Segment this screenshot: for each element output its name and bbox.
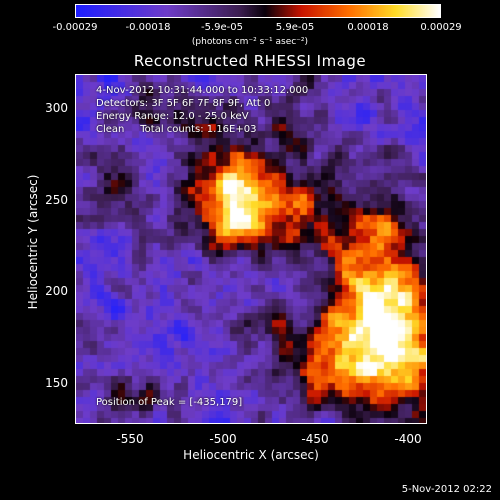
colorbar-gradient [76,5,440,17]
peak-position-label: Position of Peak = [-435,179] [96,397,243,408]
x-axis-label: Heliocentric X (arcsec) [183,448,319,462]
colorbar-tick: 0.00018 [347,22,389,33]
chart-title: Reconstructed RHESSI Image [133,52,367,70]
y-axis-label: Heliocentric Y (arcsec) [26,174,40,310]
footer-date: 5-Nov-2012 02:22 [401,484,492,495]
x-tick-label: -400 [394,432,422,446]
detectors-label: Detectors: 3F 5F 6F 7F 8F 9F, Att 0 [96,98,271,109]
y-tick-label: 300 [45,101,68,115]
colorbar-tick: -5.9e-05 [201,22,243,33]
colorbar [75,4,441,18]
x-tick-label: -450 [301,432,329,446]
colorbar-tick: -0.00018 [125,22,171,33]
energy-range-label: Energy Range: 12.0 - 25.0 keV [96,111,249,122]
colorbar-tick: 5.9e-05 [275,22,315,33]
colorbar-tick: 0.00029 [420,22,462,33]
colorbar-tick: -0.00029 [52,22,98,33]
y-tick-label: 250 [45,193,68,207]
colorbar-unit: (photons cm⁻² s⁻¹ asec⁻²) [191,37,309,47]
heatmap-canvas [76,75,426,423]
clean-counts-label: Clean Total counts: 1.16E+03 [96,124,257,135]
y-tick-label: 200 [45,284,68,298]
heatmap-plot: 4-Nov-2012 10:31:44.000 to 10:33:12.000 … [75,74,427,424]
time-range-label: 4-Nov-2012 10:31:44.000 to 10:33:12.000 [96,85,309,96]
x-tick-label: -550 [116,432,144,446]
x-tick-label: -500 [209,432,237,446]
y-tick-label: 150 [45,376,68,390]
